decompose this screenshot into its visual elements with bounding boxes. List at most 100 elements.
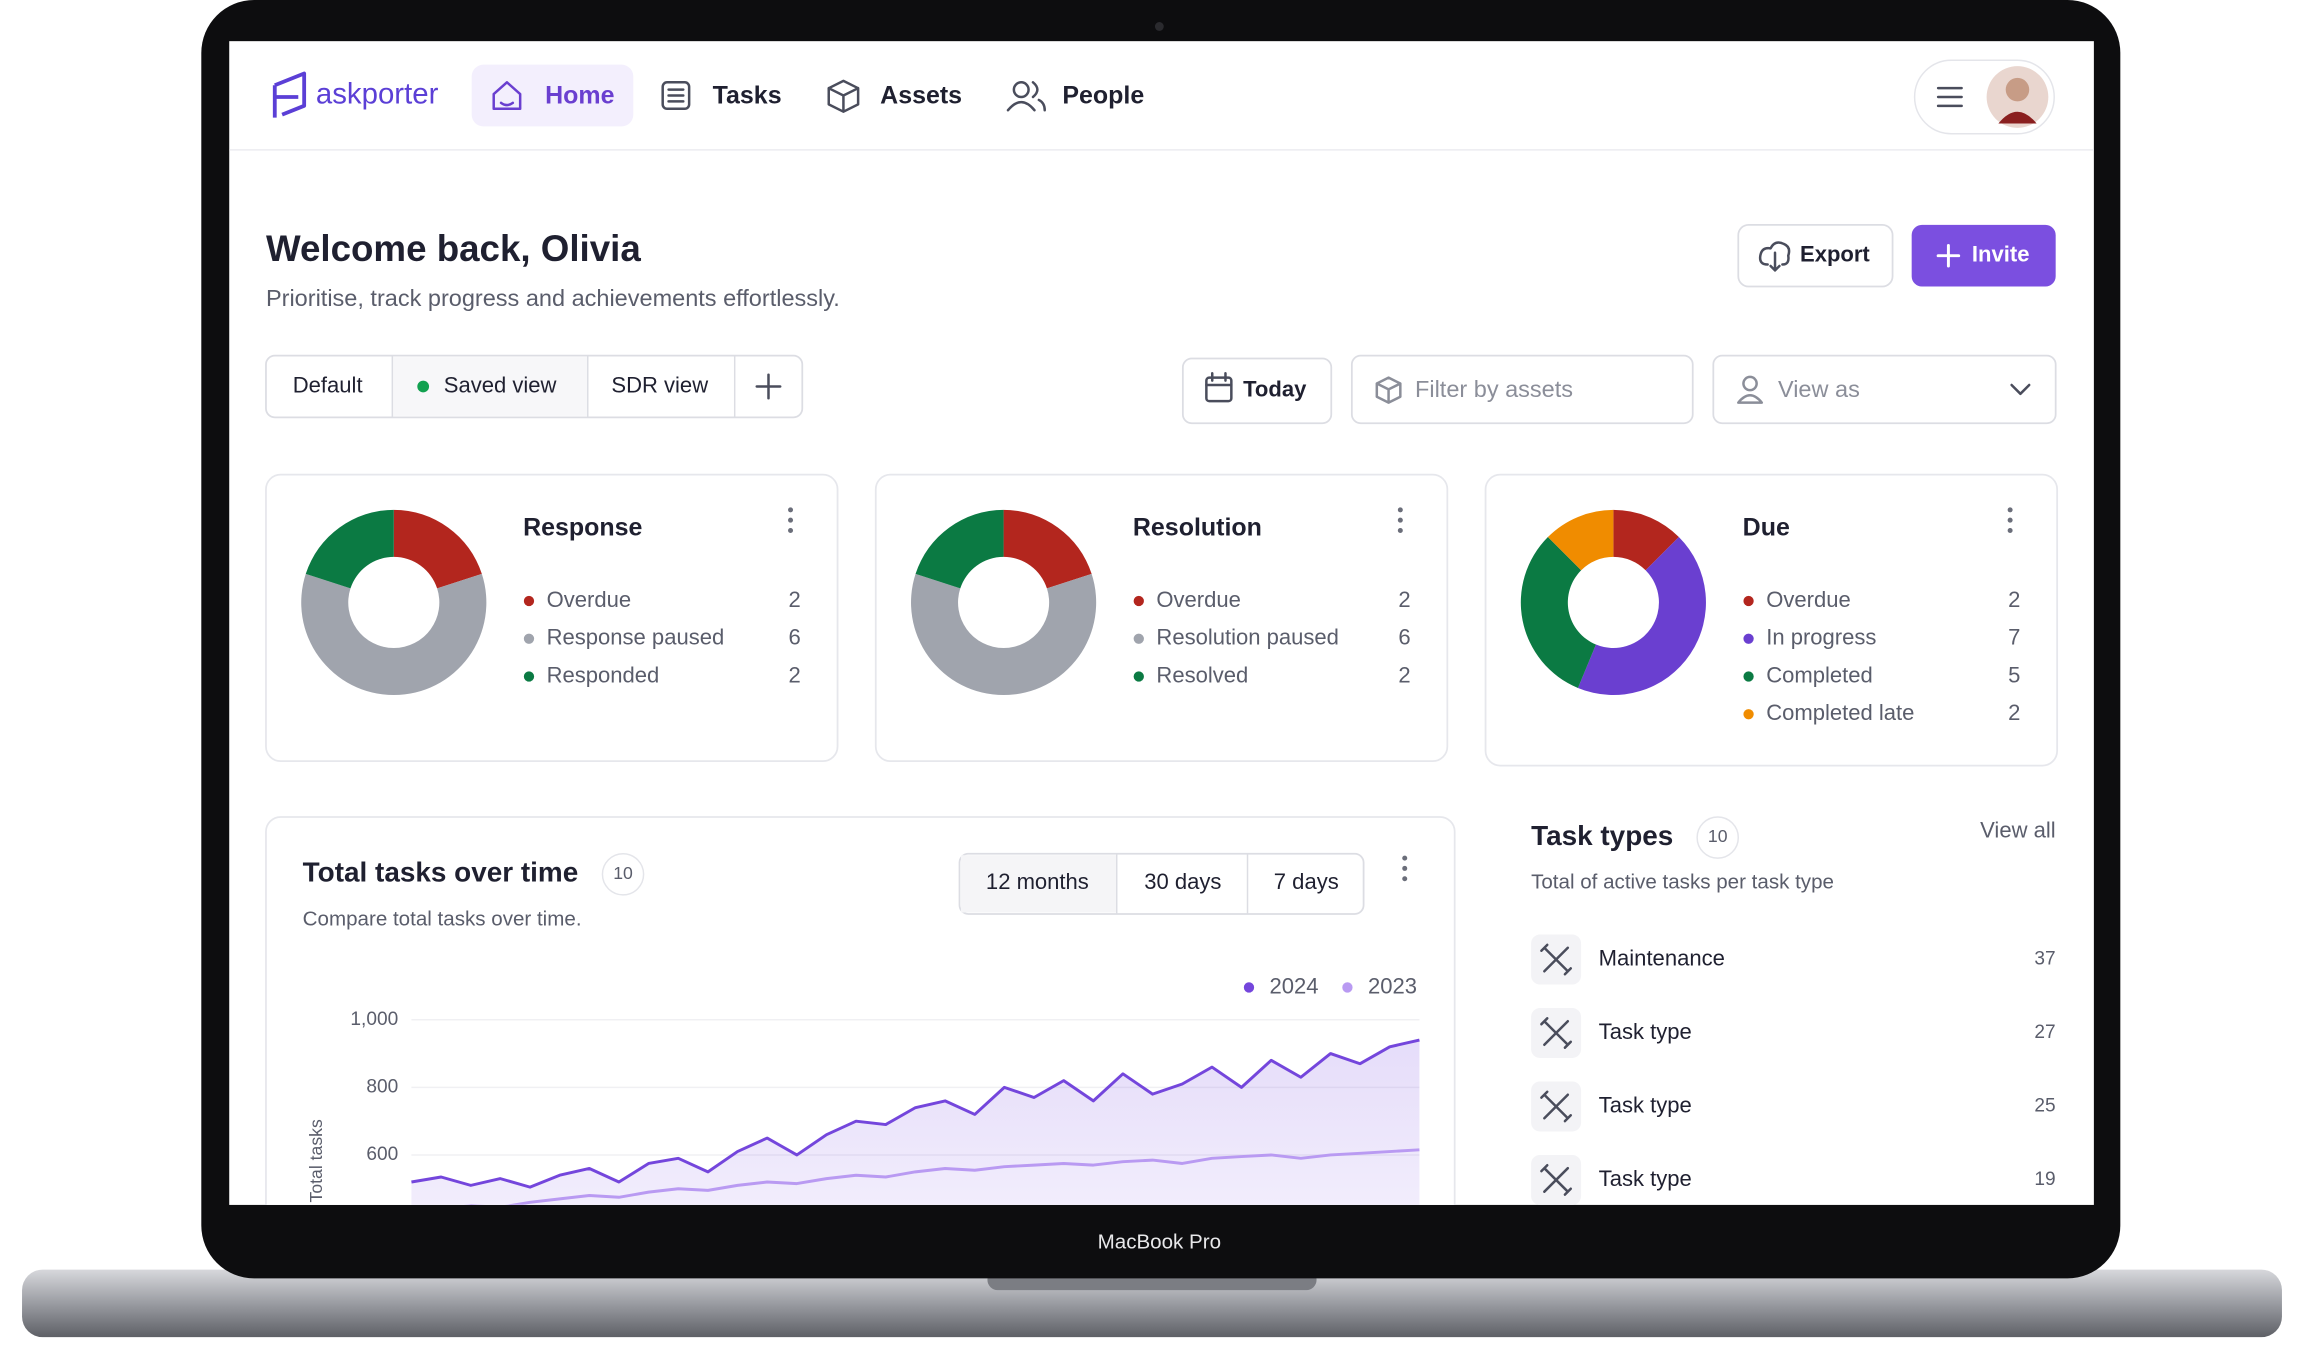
view-tab[interactable]: SDR view: [611, 372, 708, 397]
assets-icon: [827, 79, 860, 113]
asset-filter-placeholder: Filter by assets: [1415, 376, 1573, 402]
legend-marker: [1133, 671, 1144, 682]
y-tick-label: 800: [366, 1076, 398, 1097]
count: 10: [1708, 826, 1728, 846]
card-subtitle: Compare total tasks over time.: [303, 907, 582, 930]
logo-icon: [272, 71, 307, 118]
menu-dot: [788, 517, 794, 523]
legend-marker: [523, 633, 535, 644]
date-label: Today: [1243, 377, 1307, 402]
nav-item[interactable]: People: [1062, 82, 1144, 110]
legend-value: 6: [1398, 625, 1410, 650]
logo[interactable]: askporter: [272, 71, 439, 118]
donut-segment: [305, 509, 394, 589]
menu-dot: [2007, 517, 2013, 523]
calendar-icon-lines: [1205, 371, 1233, 387]
line: [464, 1148, 1420, 1205]
menu-dot: [788, 527, 794, 533]
legend-label: Response paused: [547, 625, 725, 650]
count-badge: [1696, 816, 1740, 859]
task-type-name[interactable]: Task type: [1599, 1166, 1692, 1191]
invite-button[interactable]: [1911, 224, 2056, 287]
status-dot: [417, 380, 430, 393]
nav-item[interactable]: Tasks: [713, 82, 782, 110]
task-type-count: 19: [2034, 1169, 2055, 1190]
nav-item[interactable]: Home: [545, 82, 614, 110]
legend-label: In progress: [1766, 625, 1876, 650]
area: [411, 1040, 1420, 1205]
people-icon: [1012, 81, 1030, 99]
range-tab-active: [960, 855, 1117, 913]
donut-segment: [915, 509, 1004, 589]
section-title: Task types: [1531, 820, 1673, 851]
device-label: MacBook Pro: [1098, 1231, 1221, 1254]
view-all-link[interactable]: View all: [1980, 818, 2056, 843]
menu-dot: [1402, 865, 1408, 871]
y-axis-label: Total tasks: [306, 1119, 326, 1202]
section-subtitle: Total of active tasks per task type: [1531, 871, 1834, 894]
legend-value: 5: [2008, 662, 2020, 687]
legend-value: 7: [2008, 625, 2020, 650]
legend-label: Completed: [1766, 662, 1873, 687]
legend-value: 2: [2008, 700, 2020, 725]
avatar-body: [1998, 111, 2037, 124]
legend-marker: [1133, 633, 1144, 644]
add-view[interactable]: [755, 373, 782, 400]
plot-area: [411, 1038, 1420, 1205]
view-tab[interactable]: Default: [293, 372, 363, 397]
view-tab-dividers: [391, 355, 736, 418]
donut-segment: [1003, 509, 1092, 589]
legend-value: 2: [789, 662, 801, 687]
legend-value: 6: [789, 625, 801, 650]
task-type-name[interactable]: Task type: [1599, 1019, 1692, 1044]
export-label: Export: [1800, 242, 1870, 267]
card-title: Response: [523, 514, 642, 542]
y-tick-label: 1,000: [350, 1009, 398, 1030]
range-tab[interactable]: 30 days: [1144, 869, 1221, 894]
tasks-icon: [661, 81, 691, 111]
donut-segment: [1613, 509, 1679, 571]
menu-dot: [2007, 507, 2013, 513]
task-type-name[interactable]: Task type: [1599, 1092, 1692, 1117]
invite-icon: [1936, 243, 1961, 268]
line-chart: Total tasks over time 10 Compare total tas…: [303, 852, 1420, 1205]
legend-label: 2023: [1368, 973, 1417, 998]
legend-value: 2: [2008, 587, 2020, 612]
menu-dot: [1397, 517, 1403, 523]
menu-dot: [1402, 855, 1408, 861]
view-tab[interactable]: Saved view: [444, 372, 557, 397]
task-type-name[interactable]: Maintenance: [1599, 945, 1725, 970]
nav-item[interactable]: Assets: [880, 82, 962, 110]
legend-marker: [1743, 595, 1754, 607]
menu-dot: [1397, 527, 1403, 533]
donut-charts: Overdue 2 Response paused 6 Responded 2 Respon…: [301, 507, 2020, 725]
range-dividers: [1116, 853, 1249, 914]
wrench-icon: [1540, 1163, 1573, 1196]
export-button[interactable]: [1737, 223, 1894, 288]
task-type-count: 37: [2034, 949, 2055, 970]
legend-label: Completed late: [1766, 700, 1914, 725]
asset-filter-icon: [1375, 376, 1402, 404]
date-button[interactable]: [1181, 357, 1333, 425]
donut-segment: [301, 573, 487, 696]
asset-filter[interactable]: [1350, 354, 1694, 425]
menu-dot: [788, 507, 794, 513]
range-tab[interactable]: 12 months: [986, 869, 1089, 894]
legend-marker: [1133, 595, 1144, 607]
donut-segment: [1577, 537, 1706, 696]
legend-label: Resolved: [1156, 662, 1248, 687]
view-as-select[interactable]: [1712, 354, 2057, 425]
legend-marker: [523, 595, 535, 607]
y-tick-label: 600: [366, 1144, 398, 1165]
legend-marker: [1243, 982, 1255, 993]
calendar-icon: [1205, 376, 1233, 403]
range-tab[interactable]: 7 days: [1274, 869, 1339, 894]
card-title: Due: [1743, 514, 1790, 542]
user-icon-body: [1737, 394, 1764, 404]
card-title: Resolution: [1133, 514, 1262, 542]
legend-value: 2: [1398, 662, 1410, 687]
count: 10: [613, 863, 633, 883]
line: [411, 1038, 1420, 1189]
